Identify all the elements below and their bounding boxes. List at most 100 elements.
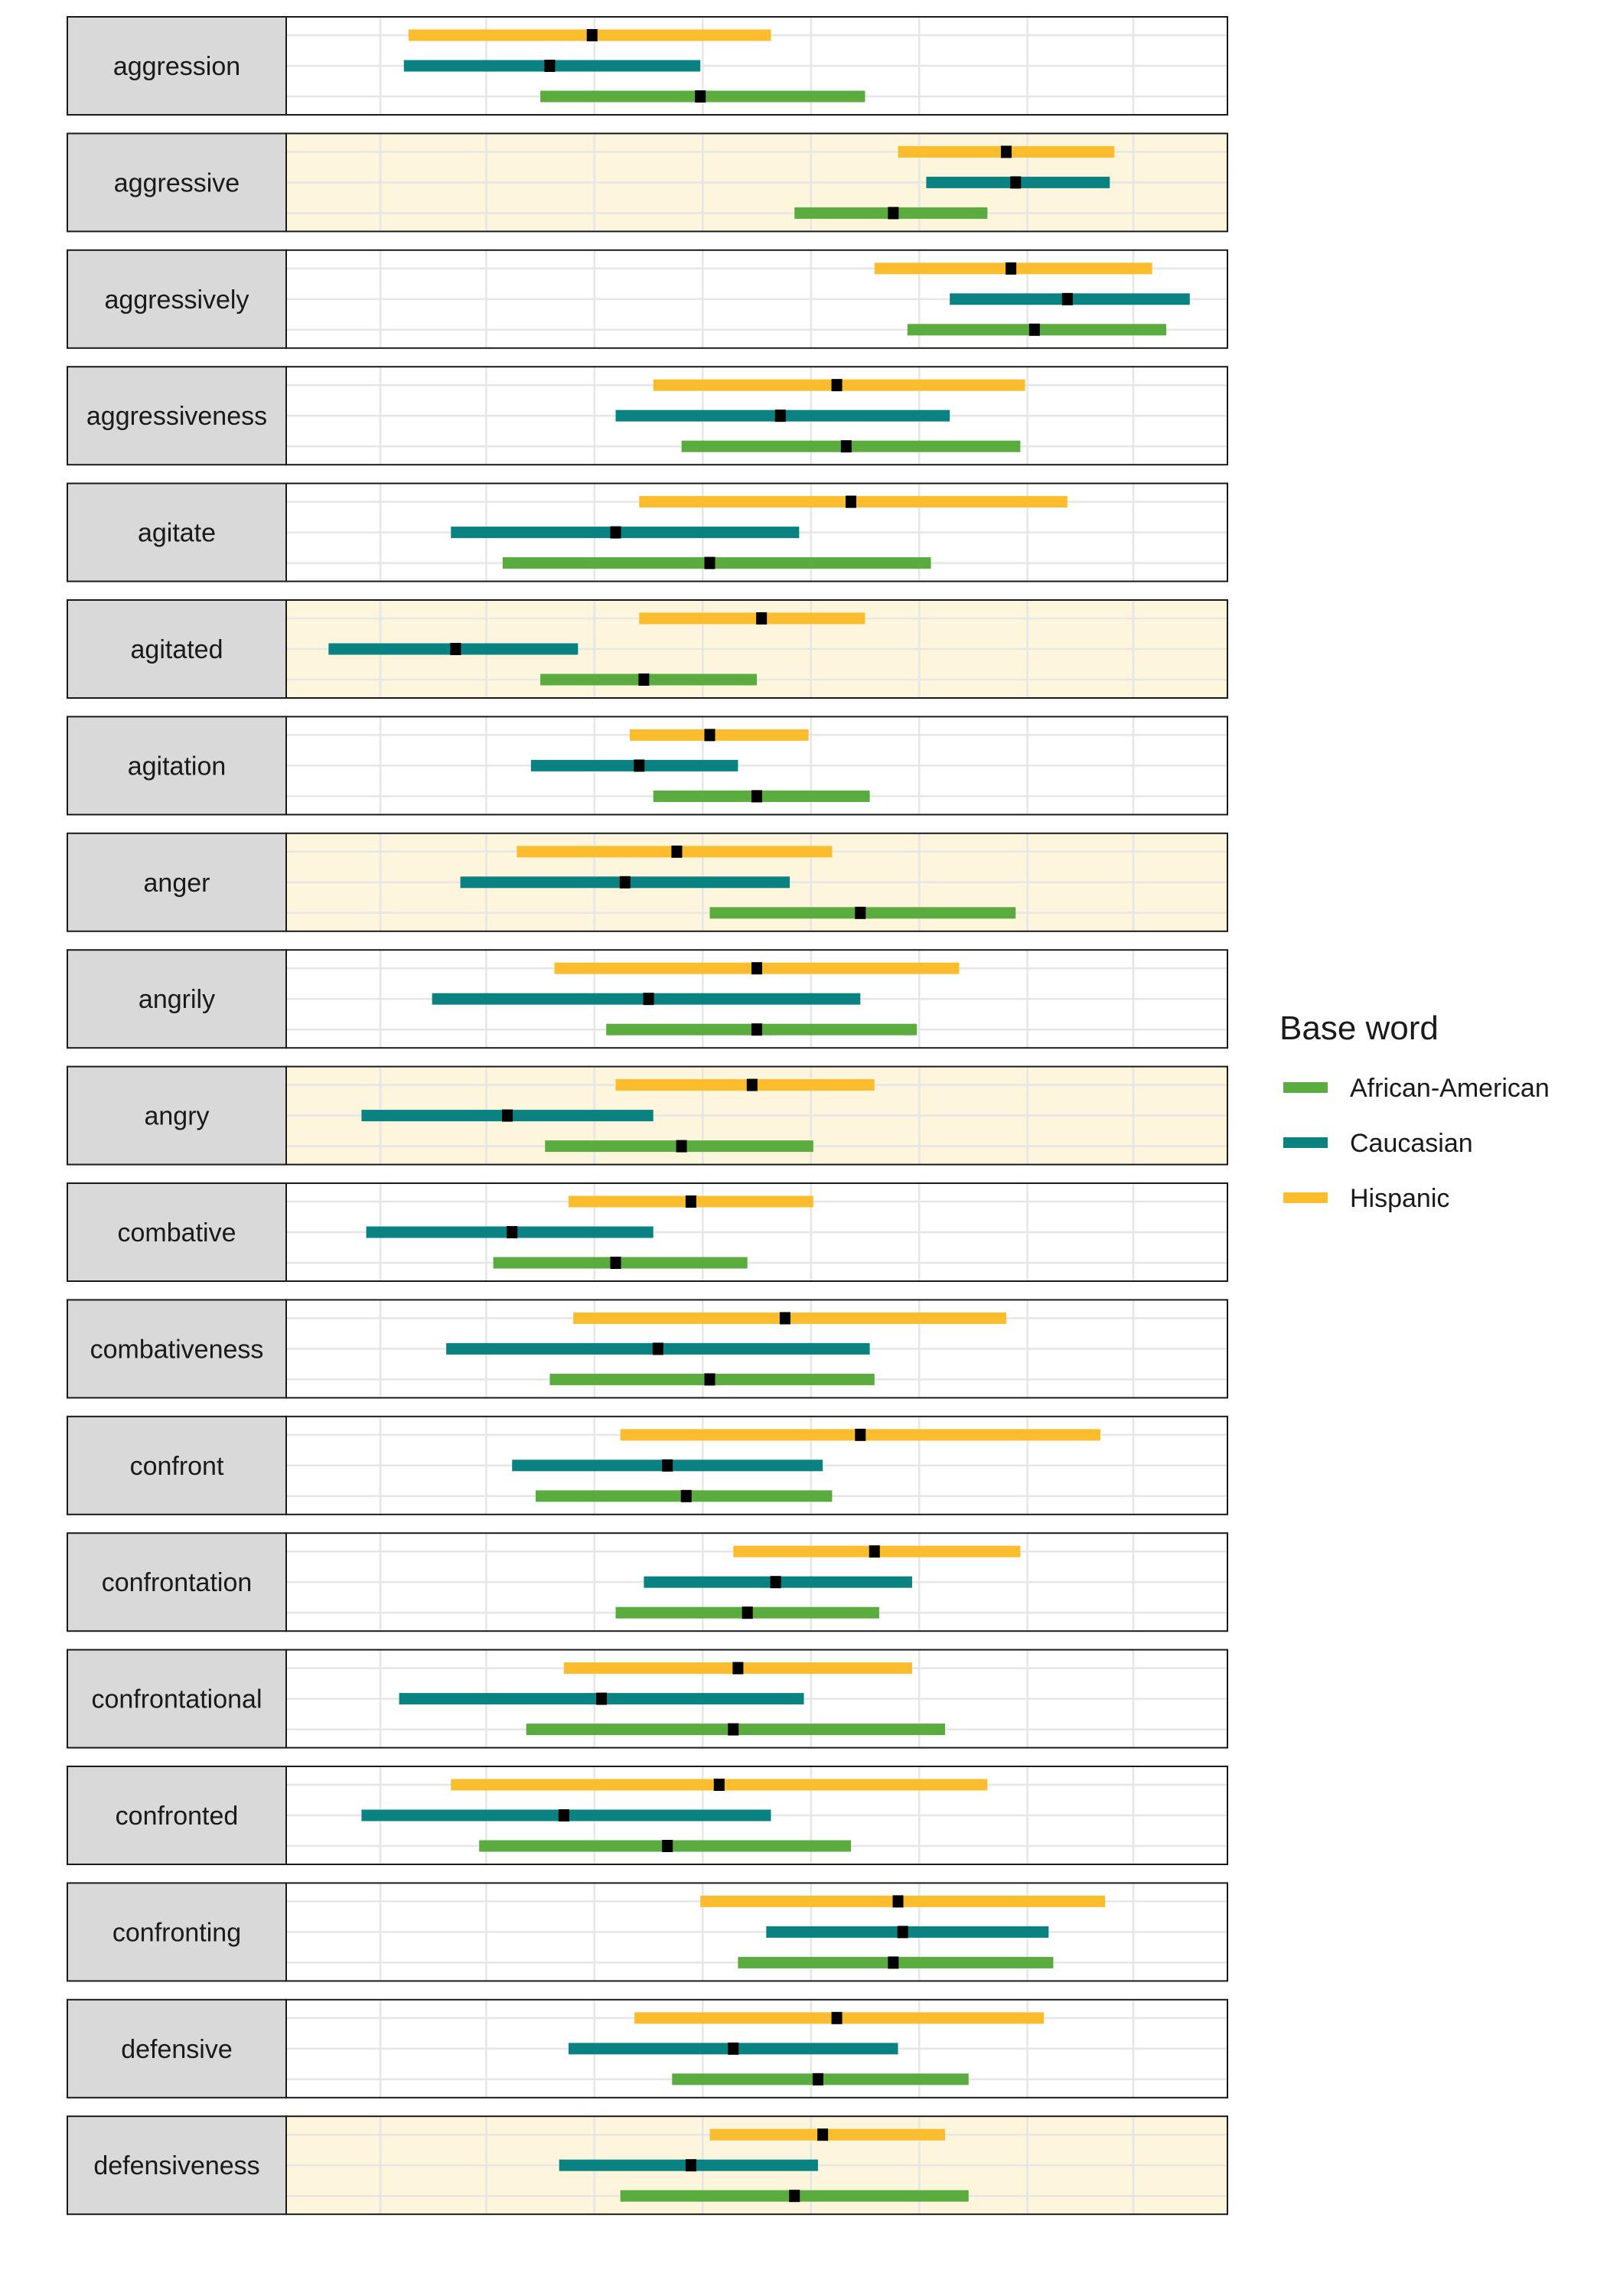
panel-border xyxy=(285,16,1228,116)
median-marker-african-american xyxy=(789,2190,800,2203)
median-marker-hispanic xyxy=(704,729,715,742)
median-marker-hispanic xyxy=(713,1779,725,1791)
strip-background xyxy=(67,1766,287,1865)
legend: Base word African-American Caucasian Hispan… xyxy=(1279,1009,1550,1213)
median-marker-hispanic xyxy=(586,29,598,41)
strip-background xyxy=(67,1065,287,1166)
median-marker-caucasian xyxy=(652,1342,663,1355)
facet-panel-aggression: aggression xyxy=(67,16,1228,116)
strip-label: confront xyxy=(130,1452,224,1481)
facet-panel-confrontation: confrontation xyxy=(67,1532,1228,1632)
median-marker-african-american xyxy=(888,1956,899,1969)
facet-panel-aggressive: aggressive xyxy=(67,132,1228,233)
legend-key-african-american xyxy=(1283,1082,1328,1093)
legend-key-caucasian xyxy=(1283,1137,1328,1148)
median-marker-african-american xyxy=(742,1606,753,1619)
median-marker-hispanic xyxy=(1000,145,1012,158)
median-marker-african-american xyxy=(610,1257,621,1269)
panel-border xyxy=(285,1766,1228,1865)
facet-panel-confront: confront xyxy=(67,1415,1228,1515)
median-marker-african-american xyxy=(728,1723,739,1736)
panel-border xyxy=(285,249,1228,349)
facet-panel-confronted: confronted xyxy=(67,1766,1228,1865)
median-marker-caucasian xyxy=(1010,176,1022,189)
strip-label: agitate xyxy=(138,519,216,548)
median-marker-african-american xyxy=(1028,323,1040,336)
median-marker-hispanic xyxy=(746,1078,758,1091)
strip-background xyxy=(67,249,287,349)
median-marker-hispanic xyxy=(831,2011,843,2024)
panel-border xyxy=(285,366,1228,466)
strip-label: agitation xyxy=(128,752,227,781)
facet-panel-combativeness: combativeness xyxy=(67,1299,1228,1399)
median-marker-african-american xyxy=(695,90,706,103)
median-marker-african-american xyxy=(812,2073,823,2086)
median-marker-caucasian xyxy=(450,643,461,655)
facet-panel-confrontational: confrontational xyxy=(67,1649,1228,1749)
strip-background xyxy=(67,1882,287,1982)
panel-border xyxy=(285,1532,1228,1632)
strip-background xyxy=(67,366,287,466)
median-marker-caucasian xyxy=(685,2159,696,2172)
strip-label: defensive xyxy=(121,2035,233,2064)
strip-background xyxy=(67,1532,287,1632)
legend-label-caucasian: Caucasian xyxy=(1350,1129,1473,1158)
median-marker-caucasian xyxy=(662,1459,673,1472)
median-marker-african-american xyxy=(704,1373,715,1386)
median-marker-african-american xyxy=(751,790,762,803)
strip-background xyxy=(67,1649,287,1749)
strip-label: defensiveness xyxy=(93,2151,259,2180)
facet-panel-agitated: agitated xyxy=(67,599,1228,699)
strip-background xyxy=(67,132,287,233)
median-marker-caucasian xyxy=(643,993,654,1006)
median-marker-african-american xyxy=(704,556,715,569)
strip-label: angrily xyxy=(139,985,215,1014)
median-marker-hispanic xyxy=(779,1312,790,1325)
median-marker-hispanic xyxy=(756,612,768,625)
median-marker-african-american xyxy=(680,1489,692,1502)
panel-border xyxy=(285,1882,1228,1982)
legend-label-hispanic: Hispanic xyxy=(1350,1184,1449,1213)
strip-label: confrontation xyxy=(102,1568,253,1597)
strip-background xyxy=(67,716,287,816)
panel-border xyxy=(285,1649,1228,1749)
median-marker-hispanic xyxy=(685,1195,696,1208)
median-marker-african-american xyxy=(676,1140,687,1153)
panel-border xyxy=(285,1182,1228,1282)
facet-panel-agitation: agitation xyxy=(67,716,1228,816)
median-marker-hispanic xyxy=(751,962,762,975)
median-marker-caucasian xyxy=(770,1576,781,1589)
strip-label: confrontational xyxy=(91,1685,262,1714)
facet-panel-aggressively: aggressively xyxy=(67,249,1228,349)
median-marker-caucasian xyxy=(897,1926,908,1939)
strip-label: aggressively xyxy=(105,285,249,315)
strip-background xyxy=(67,1182,287,1282)
panel-border xyxy=(285,1415,1228,1515)
panel-border xyxy=(285,1065,1228,1166)
strip-background xyxy=(67,482,287,582)
facet-panel-defensiveness: defensiveness xyxy=(67,2115,1228,2216)
strip-label: aggressiveness xyxy=(86,402,267,431)
median-marker-caucasian xyxy=(507,1226,518,1238)
median-marker-african-american xyxy=(638,673,650,686)
strip-label: agitated xyxy=(131,635,223,664)
median-marker-hispanic xyxy=(892,1895,904,1908)
median-marker-hispanic xyxy=(831,379,843,392)
strip-label: confronting xyxy=(112,1918,241,1947)
facet-panels: aggression aggressive aggressively aggressi… xyxy=(67,16,1228,2216)
strip-background xyxy=(67,16,287,116)
median-marker-caucasian xyxy=(1061,292,1073,305)
facet-panel-aggressiveness: aggressiveness xyxy=(67,366,1228,466)
strip-background xyxy=(67,1998,287,2099)
median-marker-hispanic xyxy=(1006,262,1017,275)
strip-background xyxy=(67,1415,287,1515)
facet-panel-angrily: angrily xyxy=(67,949,1228,1049)
median-marker-hispanic xyxy=(869,1545,880,1558)
strip-label: combative xyxy=(118,1218,236,1247)
median-marker-hispanic xyxy=(671,845,683,858)
facet-panel-anger: anger xyxy=(67,832,1228,932)
panel-border xyxy=(285,599,1228,699)
strip-background xyxy=(67,1299,287,1399)
panel-border xyxy=(285,2115,1228,2216)
